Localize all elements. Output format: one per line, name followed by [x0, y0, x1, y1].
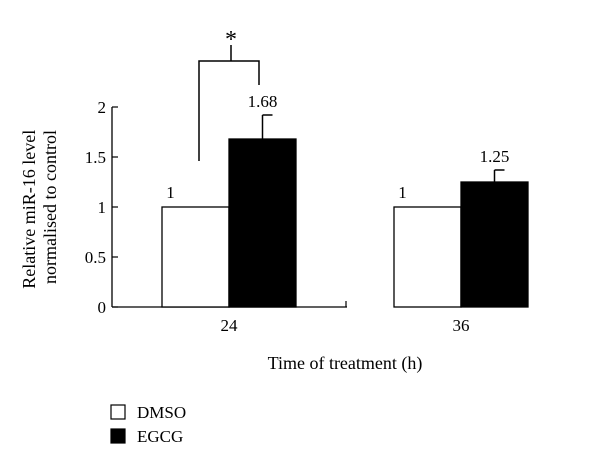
- y-tick-label: 1: [98, 198, 107, 217]
- legend-label-dmso: DMSO: [137, 403, 186, 422]
- data-labels-layer: 1 1.68 1 1.25: [166, 92, 509, 202]
- error-bars-layer: [261, 114, 505, 182]
- legend: DMSO EGCG: [110, 403, 186, 446]
- legend-label-egcg: EGCG: [137, 427, 183, 446]
- x-axis-title: Time of treatment (h): [268, 353, 423, 374]
- y-tick-label: 1.5: [85, 148, 106, 167]
- significance-asterisk: *: [225, 27, 237, 53]
- y-axis-title: Relative miR-16 level normalised to cont…: [19, 125, 60, 288]
- significance-bracket-line: [198, 60, 260, 161]
- bar-dmso-24: [161, 206, 230, 308]
- y-axis-title-line-1: Relative miR-16 level: [19, 130, 39, 289]
- y-tick-label: 2: [98, 98, 107, 117]
- data-label-egcg-36: 1.25: [480, 147, 510, 166]
- bars-layer: [161, 138, 529, 308]
- legend-swatch-dmso: [110, 404, 126, 420]
- bar-egcg-36: [460, 181, 529, 308]
- significance-bracket: *: [198, 27, 260, 161]
- bar-dmso-36: [393, 206, 462, 308]
- y-tick-label: 0: [98, 298, 107, 317]
- y-tick-label: 0.5: [85, 248, 106, 267]
- x-tick-label-36: 36: [453, 316, 470, 335]
- data-label-dmso-24: 1: [166, 183, 175, 202]
- data-label-dmso-36: 1: [398, 183, 407, 202]
- legend-swatch-egcg: [110, 428, 126, 444]
- y-axis: 0 0.5 1 1.5 2: [85, 98, 118, 317]
- data-label-egcg-24: 1.68: [248, 92, 278, 111]
- y-axis-title-line-2: normalised to control: [40, 130, 60, 284]
- x-tick-label-24: 24: [221, 316, 239, 335]
- bar-egcg-24: [228, 138, 297, 308]
